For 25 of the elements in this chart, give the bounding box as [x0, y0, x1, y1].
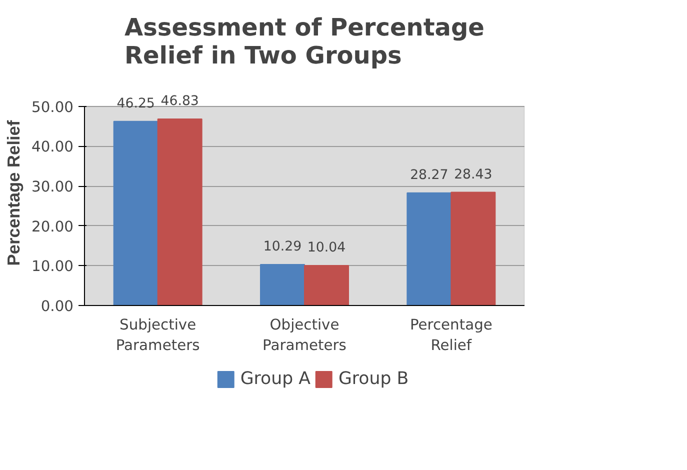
- x-tick-label: Percentage Relief: [410, 316, 492, 354]
- y-axis-title: Percentage Relief: [4, 120, 24, 266]
- y-tick-label: 0.00: [40, 298, 74, 315]
- bar: [113, 120, 158, 306]
- bar: [304, 265, 349, 306]
- legend-label: Group B: [338, 368, 409, 388]
- legend-label: Group A: [240, 368, 310, 388]
- data-label: 28.27: [410, 168, 448, 183]
- bar: [450, 192, 496, 306]
- data-label: 46.25: [116, 96, 155, 112]
- x-tick-label: Objective Parameters: [262, 316, 346, 354]
- x-tick-label: Subjective Parameters: [116, 316, 200, 354]
- bar: [406, 192, 452, 306]
- data-label: 28.43: [454, 167, 492, 182]
- y-tick-label: 50.00: [32, 98, 74, 116]
- data-label: 10.29: [263, 240, 302, 255]
- y-tick-label: 40.00: [32, 138, 74, 156]
- bar: [260, 264, 305, 306]
- y-tick-label: 20.00: [32, 218, 74, 236]
- data-label: 10.04: [307, 240, 346, 256]
- bar: [157, 118, 202, 306]
- y-tick-label: 10.00: [32, 258, 74, 276]
- y-tick-label: 30.00: [32, 178, 74, 196]
- data-label: 46.83: [160, 94, 199, 110]
- chart-title: Assessment of Percentage Relief in Two Groups: [124, 14, 484, 70]
